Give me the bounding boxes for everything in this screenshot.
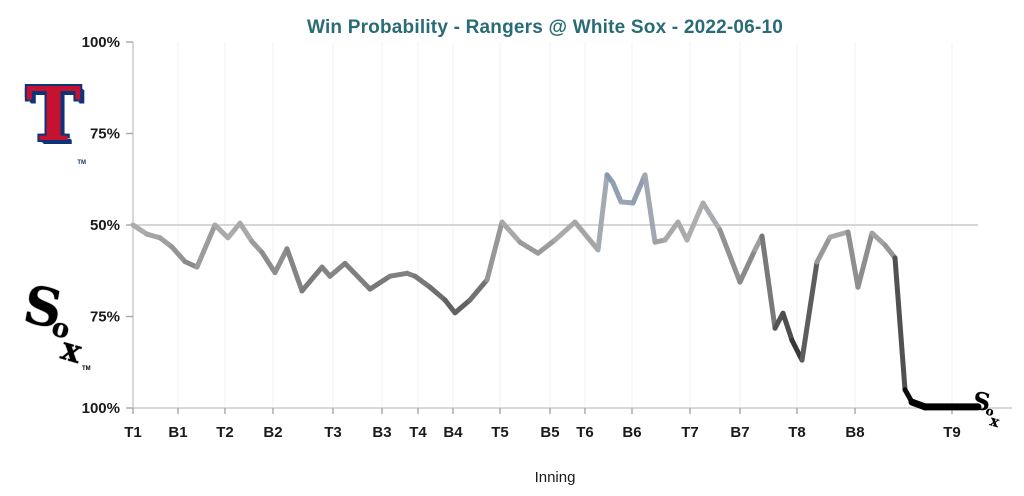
win-probability-line-segment (387, 270, 410, 279)
win-probability-line-segment (517, 239, 541, 256)
win-probability-line-segment (717, 227, 743, 285)
x-tick-label: B2 (263, 424, 282, 441)
x-axis-title: Inning (534, 469, 576, 486)
x-tick-label: B5 (540, 424, 559, 441)
win-probability-line-segment (535, 237, 558, 256)
win-probability-line-segment (169, 244, 188, 265)
y-tick-label: 100% (82, 400, 120, 417)
win-probability-line-segment (642, 172, 658, 245)
x-tick-label: T4 (409, 424, 427, 441)
x-tick-label: T1 (124, 424, 142, 441)
rangers-t-icon: T (26, 72, 82, 158)
y-tick-label: 75% (90, 309, 120, 326)
win-probability-line-segment (427, 284, 448, 303)
x-tick-label: T3 (324, 424, 342, 441)
rangers-trademark: TM (77, 160, 86, 166)
x-tick-label: T8 (788, 424, 806, 441)
win-probability-line-segment (869, 230, 888, 248)
win-probability-line-segment (157, 235, 175, 250)
win-probability-line-segment (737, 247, 758, 285)
win-probability-line-segment (759, 233, 778, 331)
x-tick-label: T5 (491, 424, 509, 441)
win-probability-line-segment (342, 260, 373, 292)
win-probability-line-segment (675, 219, 690, 243)
x-tick-label: B8 (845, 424, 864, 441)
win-probability-line-segment (662, 219, 681, 243)
x-tick-label: T2 (216, 424, 234, 441)
y-tick-label: 100% (82, 34, 120, 51)
win-probability-line-segment (130, 222, 150, 237)
win-probability-line-segment (442, 297, 458, 316)
y-tick-label: 75% (90, 126, 120, 143)
win-probability-line-segment (484, 219, 505, 283)
x-tick-label: B4 (443, 424, 463, 441)
win-probability-line-segment (595, 172, 610, 253)
win-probability-line-segment (452, 297, 473, 316)
win-probability-line-segment (499, 219, 523, 245)
rangers-team-logo: T TM (24, 78, 88, 176)
win-probability-line-segment (814, 234, 833, 265)
x-tick-label: B3 (372, 424, 391, 441)
win-probability-line-segment (225, 220, 243, 241)
win-probability-line-segment (467, 277, 490, 303)
win-probability-line-segment (780, 310, 795, 343)
win-probability-line-segment (237, 220, 255, 244)
win-probability-line-segment (272, 246, 290, 276)
x-tick-label: T7 (681, 424, 699, 441)
win-probability-line-segment (827, 229, 851, 240)
x-tick-label: B7 (730, 424, 749, 441)
x-tick-label: T9 (943, 424, 961, 441)
win-probability-line-segment (845, 229, 861, 290)
win-probability-line-segment (412, 273, 433, 290)
win-probability-line-segment (610, 180, 624, 205)
win-probability-line-segment (855, 230, 875, 290)
win-probability-line-segment (284, 246, 305, 294)
win-probability-line-segment (630, 172, 648, 206)
win-probability-line-segment (572, 219, 601, 253)
x-tick-label: B1 (168, 424, 187, 441)
win-probability-line-segment (552, 219, 578, 243)
win-probability-line-segment (684, 200, 706, 243)
win-probability-line-segment (194, 222, 218, 270)
y-tick-label: 50% (90, 217, 120, 234)
sox-trademark: TM (82, 366, 91, 372)
win-probability-line-segment (367, 273, 393, 292)
win-probability-line-segment (892, 255, 908, 393)
win-probability-line-segment (799, 259, 820, 363)
white-sox-team-logo: S o x TM (19, 274, 92, 378)
white-sox-winner-logo: S o x (971, 386, 1004, 434)
win-probability-line-segment (327, 260, 348, 279)
win-probability-line-segment (700, 200, 723, 233)
x-tick-label: T6 (576, 424, 594, 441)
win-probability-line-segment (882, 242, 898, 261)
win-probability-line-segment (259, 249, 278, 276)
win-probability-line-segment (299, 264, 325, 294)
chart-title: Win Probability - Rangers @ White Sox - … (306, 17, 784, 38)
x-tick-label: B6 (622, 424, 641, 441)
win-probability-line-segment (212, 222, 231, 241)
